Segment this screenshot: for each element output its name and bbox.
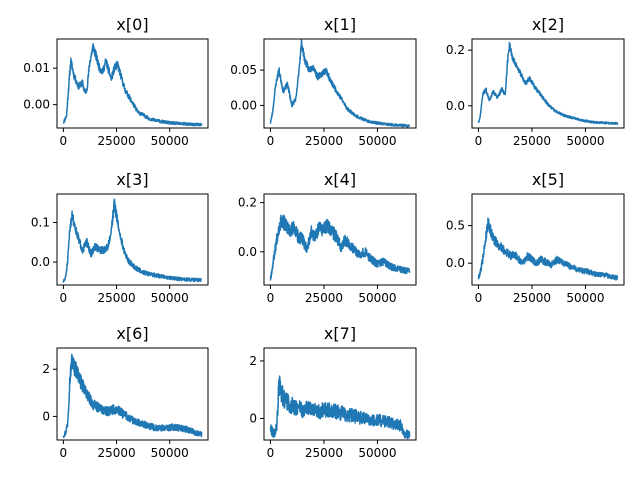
series-line-0 xyxy=(62,43,203,127)
xtick-label-5-0: 0 xyxy=(475,291,483,305)
subplot-6: 0 25000 50000 0 2 x[6] xyxy=(42,324,209,460)
series-line-4 xyxy=(269,214,411,281)
axes-frame-0 xyxy=(56,38,209,129)
xtick-label-1-1: 25000 xyxy=(305,134,343,148)
axes-frame-3 xyxy=(56,193,209,286)
ytick-label-0-1: 0.01 xyxy=(23,61,50,75)
axes-frame-2 xyxy=(471,38,625,129)
subplot-title-4: x[4] xyxy=(324,170,356,189)
series-line-2 xyxy=(477,41,619,125)
xtick-label-3-1: 25000 xyxy=(97,291,135,305)
series-line-7 xyxy=(269,375,411,440)
xtick-label-3-2: 50000 xyxy=(151,291,189,305)
axes-frame-5 xyxy=(471,193,625,286)
xtick-label-4-2: 50000 xyxy=(358,291,396,305)
xtick-label-5-1: 25000 xyxy=(513,291,551,305)
xtick-label-4-0: 0 xyxy=(267,291,275,305)
subplot-title-0: x[0] xyxy=(116,15,148,34)
xtick-label-4-1: 25000 xyxy=(305,291,343,305)
xtick-label-7-0: 0 xyxy=(267,446,275,460)
xtick-label-2-2: 50000 xyxy=(566,134,604,148)
subplot-1: 0 25000 50000 0.00 0.05 x[1] xyxy=(230,15,417,148)
ytick-label-3-1: 0.1 xyxy=(31,215,50,229)
xtick-label-0-0: 0 xyxy=(60,134,68,148)
xtick-label-1-0: 0 xyxy=(267,134,275,148)
xtick-label-6-2: 50000 xyxy=(151,446,189,460)
xtick-label-7-1: 25000 xyxy=(305,446,343,460)
ytick-label-6-1: 2 xyxy=(42,362,50,376)
subplot-3: 0 25000 50000 0.0 0.1 x[3] xyxy=(31,170,209,305)
ytick-label-5-0: 0.0 xyxy=(446,256,465,270)
xtick-label-2-0: 0 xyxy=(475,134,483,148)
series-line-5 xyxy=(477,217,619,281)
ytick-label-2-1: 0.2 xyxy=(446,43,465,57)
subplot-4: 0 25000 50000 0.0 0.2 x[4] xyxy=(238,170,417,305)
xtick-label-6-1: 25000 xyxy=(97,446,135,460)
subplot-title-1: x[1] xyxy=(324,15,356,34)
xtick-label-0-2: 50000 xyxy=(151,134,189,148)
xtick-label-3-0: 0 xyxy=(60,291,68,305)
ytick-label-2-0: 0.0 xyxy=(446,99,465,113)
ytick-label-4-0: 0.0 xyxy=(238,245,257,259)
subplot-title-3: x[3] xyxy=(116,170,148,189)
axes-frame-4 xyxy=(263,193,417,286)
subplot-title-2: x[2] xyxy=(532,15,564,34)
xtick-label-0-1: 25000 xyxy=(97,134,135,148)
ytick-label-1-1: 0.05 xyxy=(230,63,257,77)
ytick-label-1-0: 0.00 xyxy=(230,98,257,112)
series-line-3 xyxy=(62,198,203,283)
ytick-label-0-0: 0.00 xyxy=(23,98,50,112)
series-line-6 xyxy=(62,353,203,439)
ytick-label-7-0: 0 xyxy=(249,411,257,425)
xtick-label-6-0: 0 xyxy=(60,446,68,460)
subplot-title-7: x[7] xyxy=(324,324,356,343)
xtick-label-2-1: 25000 xyxy=(513,134,551,148)
xtick-label-7-2: 50000 xyxy=(358,446,396,460)
axes-frame-1 xyxy=(263,38,417,129)
subplot-2: 0 25000 50000 0.0 0.2 x[2] xyxy=(446,15,625,148)
axes-frame-6 xyxy=(56,347,209,441)
subplot-title-5: x[5] xyxy=(532,170,564,189)
ytick-label-5-1: 0.5 xyxy=(446,219,465,233)
subplot-7: 0 25000 50000 0 2 x[7] xyxy=(249,324,417,460)
subplot-0: 0 25000 50000 0.00 0.01 x[0] xyxy=(23,15,209,148)
series-line-1 xyxy=(269,39,411,128)
subplot-title-6: x[6] xyxy=(116,324,148,343)
ytick-label-4-1: 0.2 xyxy=(238,196,257,210)
xtick-label-1-2: 50000 xyxy=(358,134,396,148)
ytick-label-3-0: 0.0 xyxy=(31,255,50,269)
ytick-label-6-0: 0 xyxy=(42,409,50,423)
subplot-5: 0 25000 50000 0.0 0.5 x[5] xyxy=(446,170,625,305)
axes-frame-7 xyxy=(263,347,417,441)
ytick-label-7-1: 2 xyxy=(249,354,257,368)
xtick-label-5-2: 50000 xyxy=(566,291,604,305)
